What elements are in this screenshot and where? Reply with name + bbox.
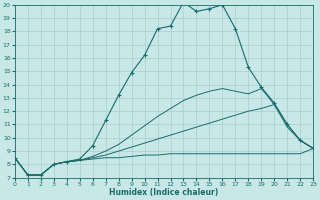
X-axis label: Humidex (Indice chaleur): Humidex (Indice chaleur) — [109, 188, 219, 197]
